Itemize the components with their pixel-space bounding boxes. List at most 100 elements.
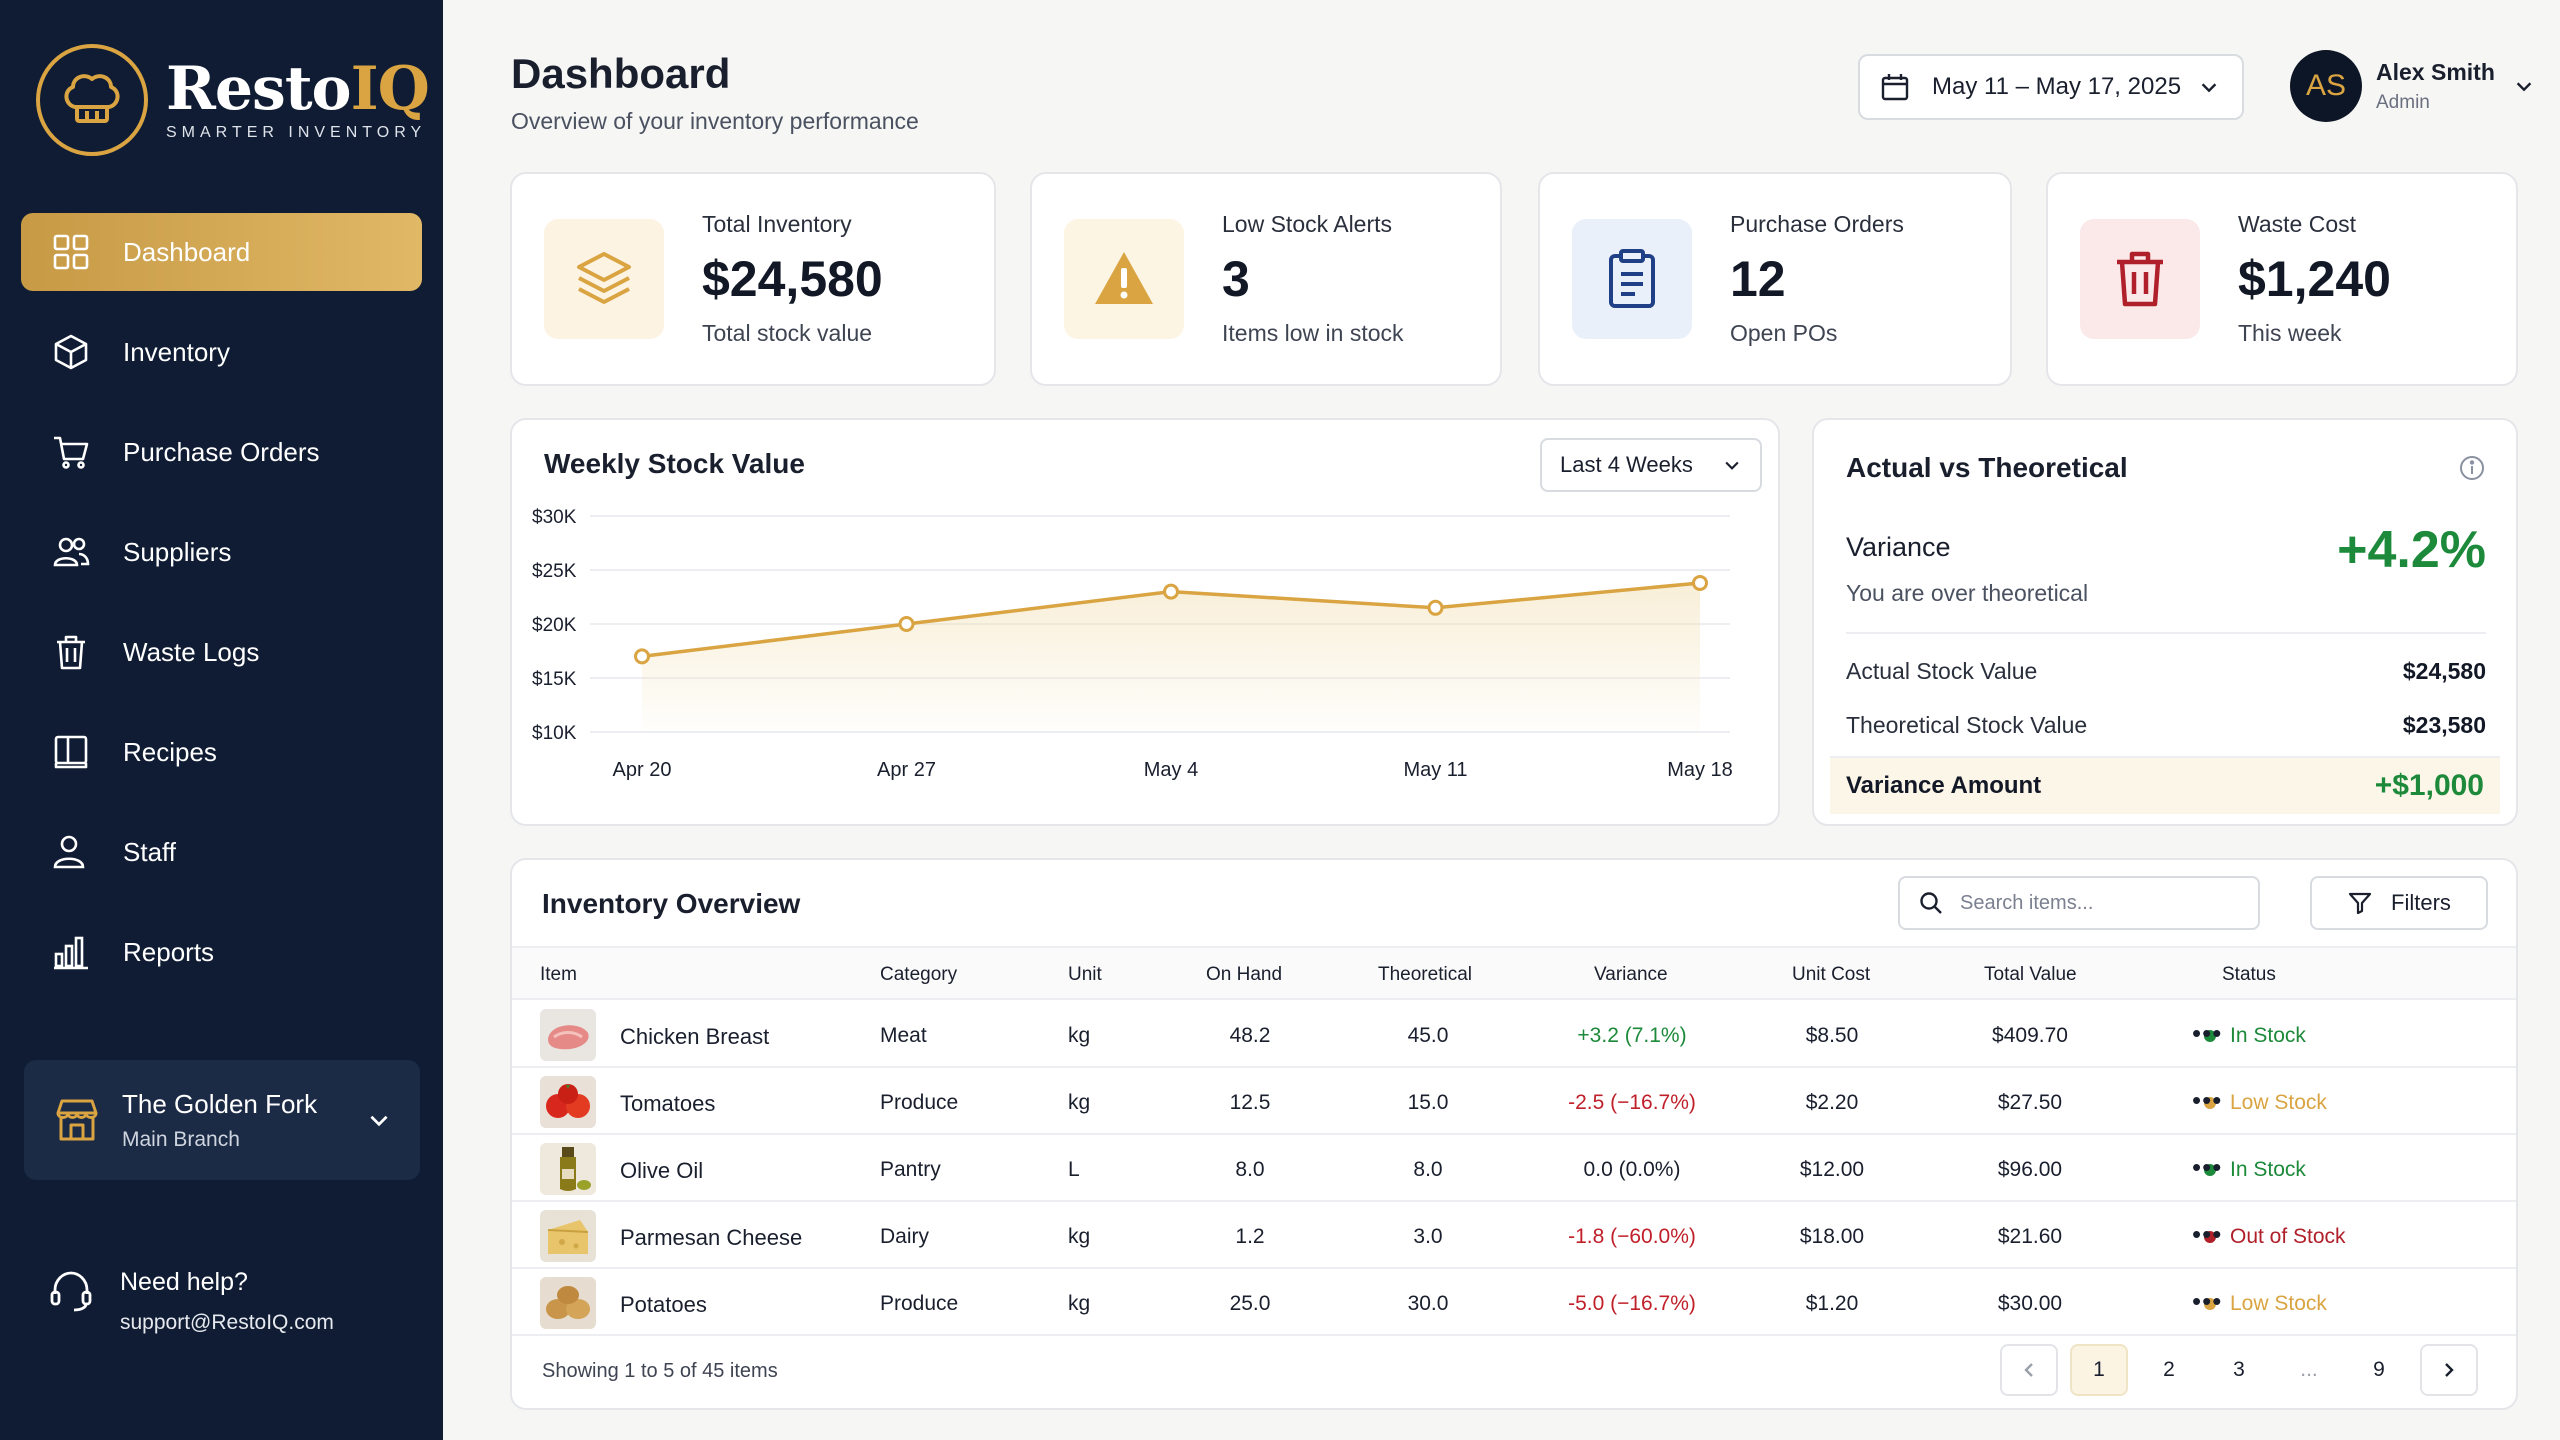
nav-label: Waste Logs bbox=[123, 636, 260, 667]
cell-unit-cost: $12.00 bbox=[1799, 1158, 1865, 1181]
col-on-hand[interactable]: On Hand bbox=[1206, 964, 1283, 985]
range-select[interactable]: Last 4 Weeks bbox=[1540, 438, 1762, 492]
nav-item-purchase-orders[interactable]: Purchase Orders bbox=[21, 413, 422, 491]
cell-theoretical: 15.0 bbox=[1407, 1091, 1449, 1114]
data-point bbox=[898, 616, 915, 632]
status-label: Out of Stock bbox=[2230, 1225, 2346, 1248]
search-box[interactable] bbox=[1898, 876, 2260, 930]
nav-item-recipes[interactable]: Recipes bbox=[21, 713, 422, 791]
y-tick-label: $10K bbox=[532, 723, 577, 744]
user-icon bbox=[53, 835, 85, 869]
info-icon[interactable] bbox=[2458, 454, 2486, 482]
chevron-left-icon bbox=[2024, 1363, 2033, 1377]
col-category[interactable]: Category bbox=[880, 964, 958, 985]
help-email-link[interactable]: support@RestoIQ.com bbox=[120, 1311, 334, 1334]
page-button[interactable]: 2 bbox=[2163, 1358, 2175, 1381]
series-area bbox=[642, 582, 1700, 732]
weekly-stock-chart-card: Weekly Stock Value Last 4 Weeks $30K $25K… bbox=[510, 418, 1780, 826]
trash-icon bbox=[2117, 251, 2163, 307]
nav-item-waste-logs[interactable]: Waste Logs bbox=[21, 613, 422, 691]
pagination: 1 2 3 ... 9 bbox=[2000, 1344, 2490, 1396]
branch-selector[interactable]: The Golden Fork Main Branch bbox=[24, 1060, 420, 1180]
search-input[interactable] bbox=[1960, 891, 2240, 915]
status-dot bbox=[2204, 1298, 2216, 1310]
stat-card-waste-cost[interactable]: Waste Cost $1,240 This week bbox=[2046, 172, 2518, 386]
status-dot bbox=[2204, 1030, 2216, 1042]
cell-unit-cost: $2.20 bbox=[1805, 1091, 1859, 1114]
cell-on-hand: 48.2 bbox=[1229, 1024, 1271, 1047]
col-variance[interactable]: Variance bbox=[1594, 964, 1668, 985]
nav-item-staff[interactable]: Staff bbox=[21, 813, 422, 891]
row-label: Theoretical Stock Value bbox=[1846, 712, 2088, 738]
cell-theoretical: 3.0 bbox=[1413, 1225, 1443, 1248]
stat-card-low-stock[interactable]: Low Stock Alerts 3 Items low in stock bbox=[1030, 172, 1502, 386]
search-icon bbox=[1920, 892, 1942, 914]
x-tick-label: May 11 bbox=[1403, 759, 1467, 781]
page-button[interactable]: 9 bbox=[2373, 1358, 2385, 1381]
table-row[interactable]: Chicken Breast Meat kg 48.2 45.0 +3.2 (7.1%) $… bbox=[512, 1002, 2516, 1068]
stat-value: 12 bbox=[1730, 251, 1786, 307]
page-button[interactable]: 3 bbox=[2233, 1358, 2245, 1381]
cell-unit: kg bbox=[1068, 1091, 1091, 1114]
cell-on-hand: 12.5 bbox=[1229, 1091, 1271, 1114]
stat-value: $1,240 bbox=[2238, 251, 2391, 307]
nav-label: Dashboard bbox=[123, 236, 251, 267]
col-unit[interactable]: Unit bbox=[1068, 964, 1102, 985]
prev-page-button[interactable] bbox=[2000, 1344, 2058, 1396]
col-total-value[interactable]: Total Value bbox=[1984, 964, 2077, 985]
table-row[interactable]: Tomatoes Produce kg 12.5 15.0 -2.5 (−16.7%) $2… bbox=[512, 1069, 2516, 1135]
more-options-icon[interactable]: ••• bbox=[2192, 1018, 2223, 1048]
cell-theoretical: 30.0 bbox=[1407, 1292, 1449, 1315]
nav-item-suppliers[interactable]: Suppliers bbox=[21, 513, 422, 591]
table-row[interactable]: Potatoes Produce kg 25.0 30.0 -5.0 (−16.7%) $1… bbox=[512, 1270, 2516, 1336]
stat-sub: Open POs bbox=[1730, 320, 1838, 346]
user-name: Alex Smith bbox=[2376, 58, 2495, 85]
nav-item-inventory[interactable]: Inventory bbox=[21, 313, 422, 391]
more-options-icon[interactable]: ••• bbox=[2192, 1085, 2223, 1115]
stat-title: Purchase Orders bbox=[1730, 211, 1904, 237]
date-range-picker[interactable]: May 11 – May 17, 2025 bbox=[1858, 54, 2244, 120]
user-menu[interactable]: AS Alex Smith Admin bbox=[2290, 50, 2535, 122]
nav-label: Purchase Orders bbox=[123, 436, 320, 467]
stat-card-total-inventory[interactable]: Total Inventory $24,580 Total stock valu… bbox=[510, 172, 996, 386]
x-tick-label: Apr 20 bbox=[613, 759, 672, 781]
stat-icon-bg bbox=[2080, 219, 2200, 339]
row-value: $24,580 bbox=[2402, 658, 2486, 684]
more-options-icon[interactable]: ••• bbox=[2192, 1286, 2223, 1316]
nav-item-reports[interactable]: Reports bbox=[21, 913, 422, 991]
cell-on-hand: 8.0 bbox=[1235, 1158, 1265, 1181]
status-badge: In Stock bbox=[2204, 1158, 2306, 1182]
stat-card-purchase-orders[interactable]: Purchase Orders 12 Open POs bbox=[1538, 172, 2012, 386]
nav-label: Recipes bbox=[123, 736, 217, 767]
col-status[interactable]: Status bbox=[2222, 964, 2276, 985]
page-button[interactable]: 1 bbox=[2070, 1344, 2128, 1396]
filters-button[interactable]: Filters bbox=[2310, 876, 2488, 930]
cell-category: Meat bbox=[880, 1024, 927, 1047]
chevron-right-icon bbox=[2445, 1363, 2454, 1377]
x-tick-label: May 4 bbox=[1144, 759, 1198, 781]
stat-sub: This week bbox=[2238, 320, 2342, 346]
bar-chart-icon bbox=[54, 936, 88, 970]
status-label: Low Stock bbox=[2230, 1091, 2327, 1114]
next-page-button[interactable] bbox=[2420, 1344, 2478, 1396]
help-section[interactable]: Need help? support@RestoIQ.com bbox=[48, 1268, 334, 1335]
nav-label: Reports bbox=[123, 936, 215, 967]
col-theoretical[interactable]: Theoretical bbox=[1378, 964, 1472, 985]
nav-label: Suppliers bbox=[123, 536, 232, 567]
filters-label: Filters bbox=[2391, 890, 2451, 915]
stat-title: Low Stock Alerts bbox=[1222, 211, 1393, 237]
col-item[interactable]: Item bbox=[540, 964, 577, 985]
table-row[interactable]: Olive Oil Pantry L 8.0 8.0 0.0 (0.0%) $12.00 $9… bbox=[512, 1136, 2516, 1202]
cell-item: Chicken Breast bbox=[620, 1024, 770, 1049]
brand-logo[interactable]: RestoIQ SMARTER INVENTORY bbox=[36, 44, 430, 156]
stat-value: $24,580 bbox=[702, 251, 883, 307]
cell-unit: kg bbox=[1068, 1292, 1091, 1315]
book-icon bbox=[54, 735, 88, 769]
nav-label: Inventory bbox=[123, 336, 230, 367]
more-options-icon[interactable]: ••• bbox=[2192, 1219, 2223, 1249]
table-row[interactable]: Parmesan Cheese Dairy kg 1.2 3.0 -1.8 (−60.0%… bbox=[512, 1203, 2516, 1269]
col-unit-cost[interactable]: Unit Cost bbox=[1792, 964, 1871, 985]
more-options-icon[interactable]: ••• bbox=[2192, 1152, 2223, 1182]
nav-label: Staff bbox=[123, 836, 177, 867]
nav-item-dashboard[interactable]: Dashboard bbox=[21, 213, 422, 291]
